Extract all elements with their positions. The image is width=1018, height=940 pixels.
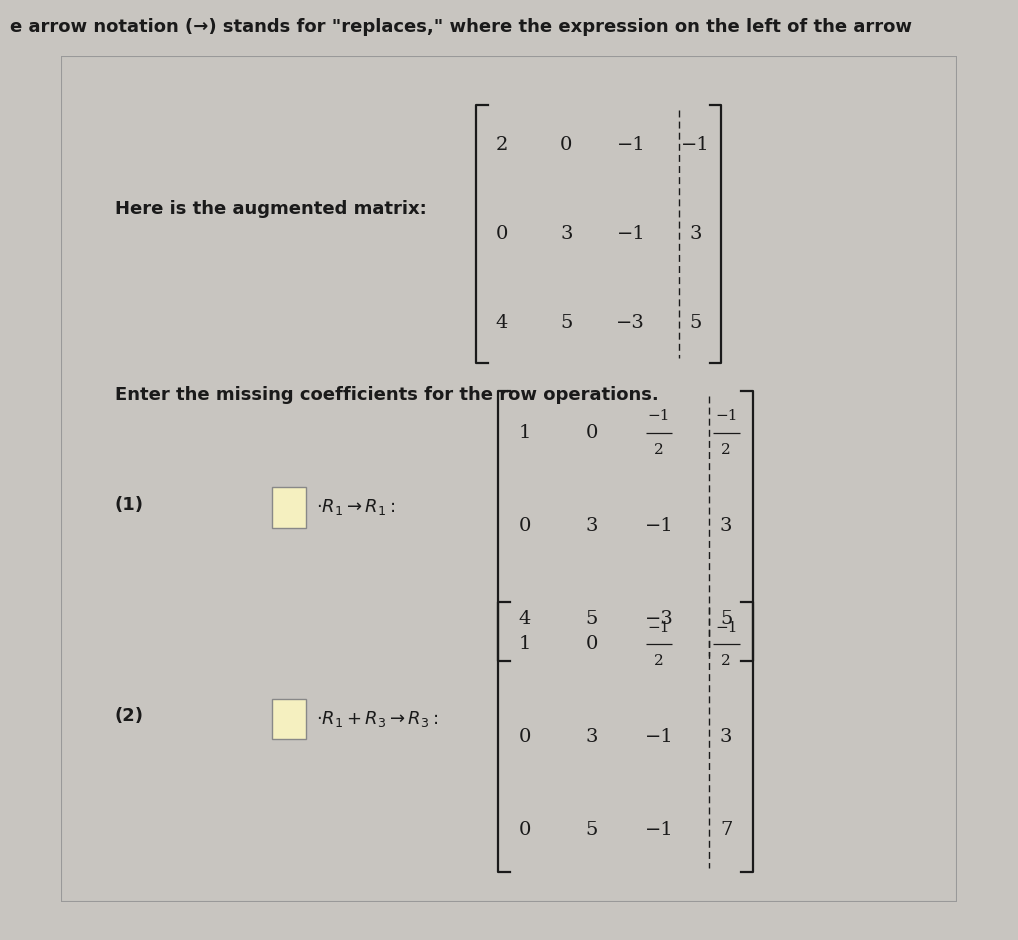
Text: Here is the augmented matrix:: Here is the augmented matrix:	[115, 199, 427, 218]
Text: 2: 2	[722, 654, 731, 668]
Text: 0: 0	[518, 517, 530, 535]
Text: 0: 0	[560, 136, 572, 154]
Text: 2: 2	[655, 654, 664, 668]
Text: −1: −1	[647, 620, 670, 634]
Text: e arrow notation (→) stands for "replaces," where the expression on the left of : e arrow notation (→) stands for "replace…	[10, 18, 912, 37]
Text: 5: 5	[585, 610, 598, 628]
Text: −1: −1	[715, 620, 737, 634]
Text: −1: −1	[644, 728, 674, 746]
Text: 0: 0	[518, 822, 530, 839]
Text: 3: 3	[560, 225, 572, 243]
Text: $\cdot R_1 + R_3 \rightarrow R_3:$: $\cdot R_1 + R_3 \rightarrow R_3:$	[317, 709, 439, 728]
Text: 5: 5	[560, 314, 572, 332]
Text: 5: 5	[689, 314, 701, 332]
Text: 2: 2	[496, 136, 508, 154]
Text: −1: −1	[647, 409, 670, 423]
Text: 0: 0	[518, 728, 530, 746]
Text: 0: 0	[585, 635, 598, 653]
Text: (1): (1)	[115, 495, 144, 514]
Text: 3: 3	[720, 728, 733, 746]
Text: 3: 3	[585, 517, 599, 535]
Text: 7: 7	[720, 822, 732, 839]
Text: −1: −1	[715, 409, 737, 423]
Text: 5: 5	[585, 822, 598, 839]
Text: −1: −1	[617, 136, 645, 154]
Text: $\cdot R_1 \rightarrow R_1:$: $\cdot R_1 \rightarrow R_1:$	[317, 497, 396, 517]
Text: 2: 2	[655, 443, 664, 457]
Text: −1: −1	[617, 225, 645, 243]
Text: 0: 0	[496, 225, 508, 243]
Text: −1: −1	[644, 517, 674, 535]
Text: 3: 3	[689, 225, 701, 243]
Text: 3: 3	[720, 517, 733, 535]
Text: 3: 3	[585, 728, 599, 746]
Text: −3: −3	[616, 314, 645, 332]
Bar	[272, 487, 305, 527]
Text: (2): (2)	[115, 707, 144, 726]
Text: −3: −3	[644, 610, 674, 628]
Text: −1: −1	[644, 822, 674, 839]
Text: 1: 1	[518, 635, 530, 653]
Text: 1: 1	[518, 424, 530, 442]
Text: 4: 4	[518, 610, 530, 628]
Text: 0: 0	[585, 424, 598, 442]
Text: 2: 2	[722, 443, 731, 457]
Text: Enter the missing coefficients for the row operations.: Enter the missing coefficients for the r…	[115, 385, 659, 404]
Text: 4: 4	[496, 314, 508, 332]
Text: −1: −1	[681, 136, 710, 154]
Bar	[272, 698, 305, 739]
Text: 5: 5	[720, 610, 732, 628]
